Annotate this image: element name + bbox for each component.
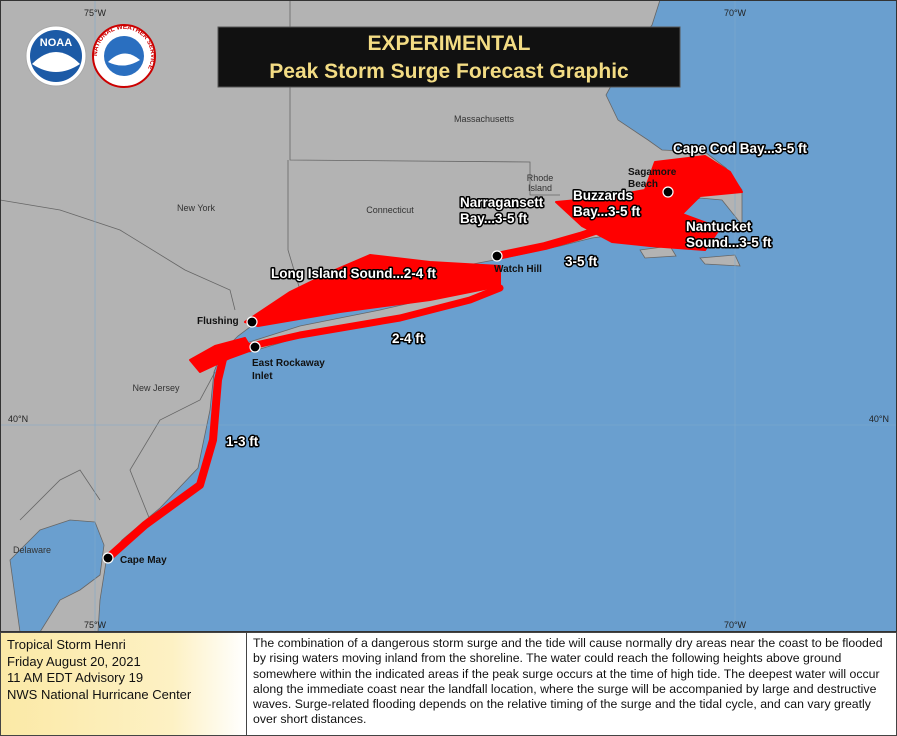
logo-text: NOAA <box>40 37 72 49</box>
state-label: Massachusetts <box>454 114 515 124</box>
lat-label: 40°N <box>8 414 28 424</box>
place-label: East Rockaway <box>252 358 325 369</box>
surge-label: 3-5 ft <box>565 254 598 269</box>
place-label: Sagamore <box>628 167 677 178</box>
title-box: EXPERIMENTAL Peak Storm Surge Forecast G… <box>217 26 681 88</box>
noaa-logo: NOAA <box>25 25 87 87</box>
state-borders <box>0 0 640 521</box>
graticule <box>0 0 897 632</box>
lon-label: 75°W <box>84 8 107 18</box>
map: 75°W 70°W 75°W 70°W 40°N 40°N Massachuse… <box>0 0 897 632</box>
state-label: Island <box>528 183 552 193</box>
place-label: Cape May <box>120 555 167 566</box>
lon-label: 75°W <box>84 620 107 630</box>
place-label: Watch Hill <box>494 264 542 275</box>
state-label: New Jersey <box>132 383 180 393</box>
place-label: Flushing <box>197 316 239 327</box>
place-label: Inlet <box>252 371 273 382</box>
storm-info: Tropical Storm Henri Friday August 20, 2… <box>1 633 247 735</box>
footer: Tropical Storm Henri Friday August 20, 2… <box>0 632 897 736</box>
state-label: Rhode <box>527 173 554 183</box>
lon-label: 70°W <box>724 8 747 18</box>
surge-label: 2-4 ft <box>392 331 425 346</box>
description: The combination of a dangerous storm sur… <box>253 636 883 727</box>
storm-line: Friday August 20, 2021 <box>7 653 141 669</box>
surge-label: Bay...3-5 ft <box>460 211 528 226</box>
delaware-bay <box>9 519 105 632</box>
state-label: Delaware <box>13 545 51 555</box>
lat-label: 40°N <box>869 414 889 424</box>
title: EXPERIMENTAL <box>368 32 531 55</box>
storm-line: 11 AM EDT Advisory 19 <box>7 670 144 685</box>
surge-label: 1-3 ft <box>226 434 259 449</box>
surge-label: Buzzards <box>573 188 633 203</box>
state-label: Connecticut <box>366 205 414 215</box>
surge-label: Cape Cod Bay...3-5 ft <box>673 141 808 156</box>
surge-label: Narragansett <box>460 195 544 210</box>
points <box>102 186 674 564</box>
surge-label: Nantucket <box>686 219 752 234</box>
place-label: Beach <box>628 179 658 190</box>
state-label: New York <box>177 203 216 213</box>
storm-line: NWS National Hurricane Center <box>7 686 192 702</box>
storm-line: Tropical Storm Henri <box>7 637 126 652</box>
surge-label: Long Island Sound...2-4 ft <box>271 266 436 281</box>
surge-area <box>104 155 743 562</box>
nws-logo: NATIONAL WEATHER SERVICE <box>92 24 156 88</box>
lon-label: 70°W <box>724 620 747 630</box>
surge-label: Bay...3-5 ft <box>573 204 641 219</box>
title: Peak Storm Surge Forecast Graphic <box>269 60 629 83</box>
surge-label: Sound...3-5 ft <box>686 235 772 250</box>
